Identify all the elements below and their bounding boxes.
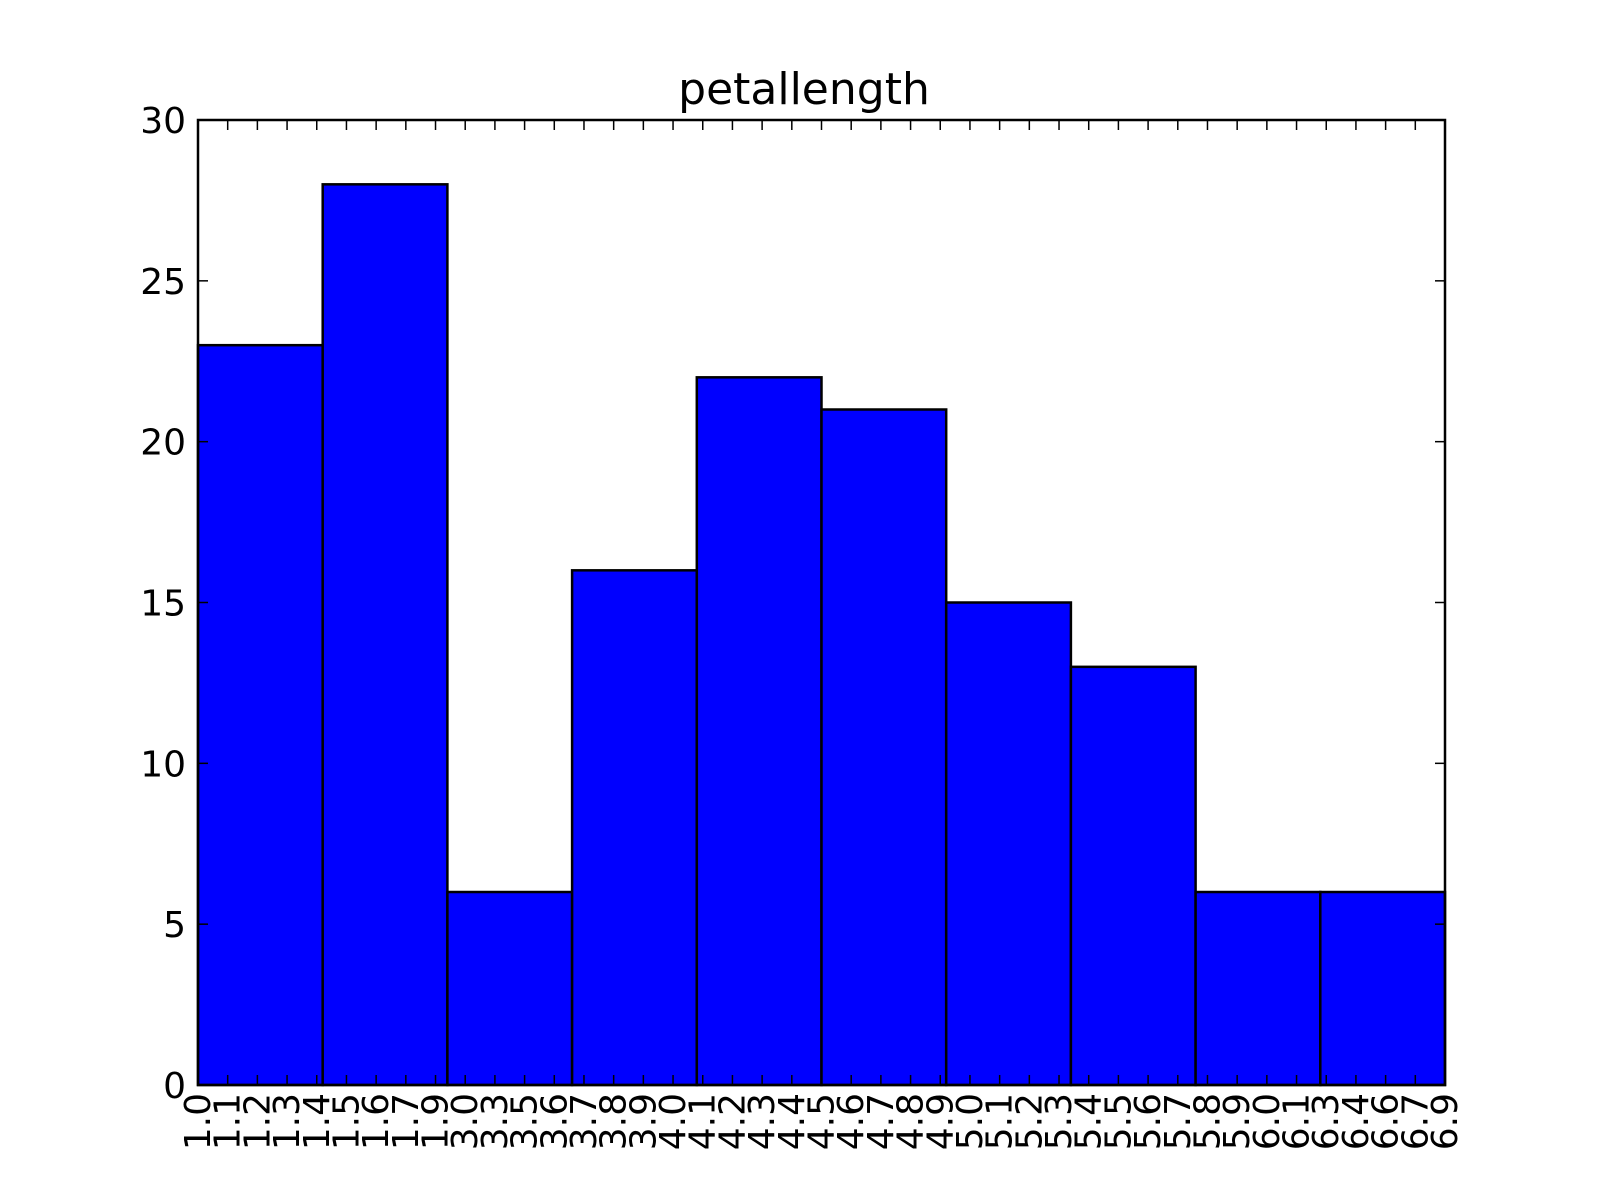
x-tick-label: 5.8 <box>1187 1093 1228 1150</box>
x-tick-label: 1.3 <box>267 1093 308 1150</box>
bar <box>1319 890 1447 1087</box>
x-tick-label: 4.8 <box>891 1093 932 1150</box>
y-tick-label: 0 <box>163 1066 186 1107</box>
x-tick-label: 3.7 <box>564 1093 605 1150</box>
x-tick-label: 4.6 <box>831 1093 872 1150</box>
y-tick-label: 15 <box>140 584 186 625</box>
x-tick-label: 5.3 <box>1039 1093 1080 1150</box>
x-tick-label: 1.6 <box>356 1093 397 1150</box>
x-tick-label: 5.0 <box>950 1093 991 1150</box>
x-tick-label: 6.3 <box>1306 1093 1347 1150</box>
x-tick-label: 1.9 <box>416 1093 457 1150</box>
x-tick-label: 3.3 <box>475 1093 516 1150</box>
chart-title: petallength <box>678 64 930 115</box>
x-tick-label: 4.7 <box>861 1093 902 1150</box>
x-tick-label: 1.4 <box>297 1093 338 1150</box>
x-tick-label: 4.9 <box>920 1093 961 1150</box>
bar <box>1069 665 1197 1087</box>
bar <box>446 890 574 1087</box>
bar <box>1194 890 1322 1087</box>
x-tick-label: 6.0 <box>1247 1093 1288 1150</box>
x-tick-label: 6.4 <box>1336 1093 1377 1150</box>
bar <box>820 408 948 1087</box>
y-tick-label: 25 <box>140 262 186 303</box>
x-tick-label: 1.7 <box>386 1093 427 1150</box>
bars-group <box>196 183 1447 1087</box>
x-tick-label: 4.5 <box>802 1093 843 1150</box>
x-tick-label: 5.5 <box>1098 1093 1139 1150</box>
x-tick-label: 4.2 <box>712 1093 753 1150</box>
x-tick-label: 5.2 <box>1009 1093 1050 1150</box>
x-tick-label: 3.6 <box>534 1093 575 1150</box>
y-tick-label: 10 <box>140 744 186 785</box>
bar <box>321 183 449 1087</box>
x-tick-label: 5.1 <box>980 1093 1021 1150</box>
x-tick-label: 1.5 <box>326 1093 367 1150</box>
bar <box>695 376 823 1087</box>
x-tick-label: 5.9 <box>1217 1093 1258 1150</box>
x-tick-label: 5.6 <box>1128 1093 1169 1150</box>
x-tick-label: 6.1 <box>1277 1093 1318 1150</box>
y-tick-label: 20 <box>140 423 186 464</box>
x-tick-label: 1.0 <box>178 1093 219 1150</box>
x-tick-label: 6.6 <box>1366 1093 1407 1150</box>
x-tick-label: 3.9 <box>623 1093 664 1150</box>
x-tick-label: 5.7 <box>1158 1093 1199 1150</box>
y-tick-labels: 0 5 10 15 20 25 30 <box>140 101 186 1107</box>
x-tick-label: 1.2 <box>237 1093 278 1150</box>
x-tick-label: 6.9 <box>1425 1093 1466 1150</box>
x-tick-label: 6.7 <box>1395 1093 1436 1150</box>
bar <box>570 569 699 1087</box>
plot-frame <box>196 118 1447 1087</box>
bar <box>944 601 1073 1087</box>
y-tick-label: 5 <box>163 905 186 946</box>
x-tick-label: 3.0 <box>445 1093 486 1150</box>
x-tick-label: 1.1 <box>208 1093 249 1150</box>
x-tick-labels: 1.01.11.21.31.41.51.61.71.93.03.33.53.63… <box>178 1093 1466 1150</box>
y-tick-label: 30 <box>140 101 186 142</box>
bar <box>196 343 324 1087</box>
x-tick-label: 4.3 <box>742 1093 783 1150</box>
x-tick-label: 4.0 <box>653 1093 694 1150</box>
x-tick-label: 3.8 <box>594 1093 635 1150</box>
x-tick-label: 5.4 <box>1069 1093 1110 1150</box>
x-tick-label: 4.4 <box>772 1093 813 1150</box>
x-tick-label: 4.1 <box>683 1093 724 1150</box>
x-tick-label: 3.5 <box>505 1093 546 1150</box>
